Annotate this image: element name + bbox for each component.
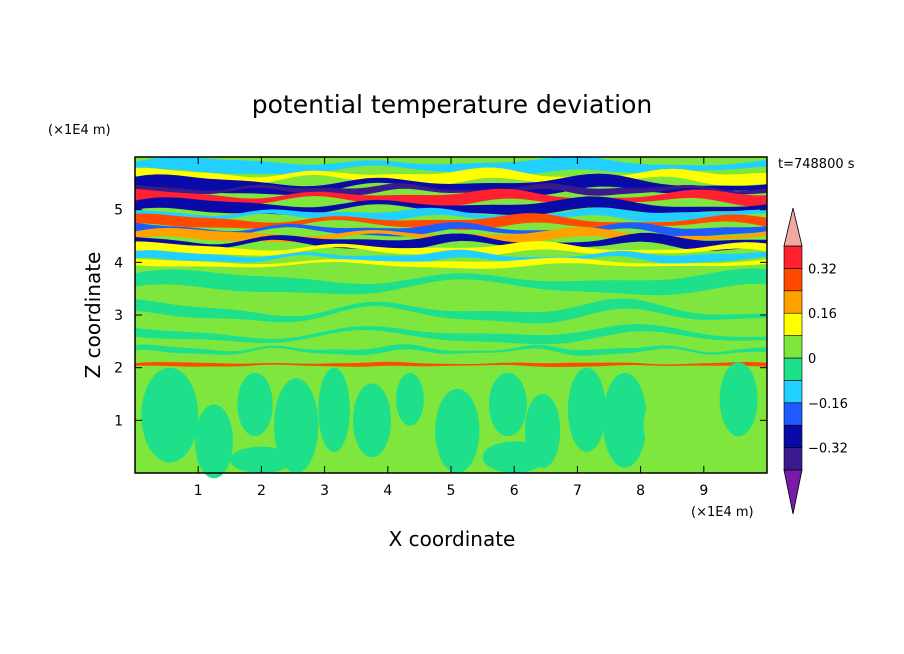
colorbar-tick-label: −0.16 [808, 397, 848, 412]
y-tick-label: 5 [114, 203, 123, 219]
x-tick-label: 2 [257, 483, 266, 499]
colorbar-box [783, 447, 803, 471]
x-axis-label: X coordinate [389, 527, 516, 551]
colorbar-box [783, 335, 803, 359]
contour-bands [135, 156, 767, 367]
contour-blob-16 [482, 441, 546, 474]
contour-band-10 [135, 232, 767, 251]
contour-band-5 [135, 196, 767, 216]
x-tick-label: 6 [510, 483, 519, 499]
x-tick-label: 7 [573, 483, 582, 499]
contour-blob-0 [141, 367, 199, 463]
colorbar-over-triangle [783, 207, 803, 247]
colorbar-under-triangle [783, 469, 803, 515]
colorbar-box [783, 402, 803, 426]
x-tick-label: 9 [699, 483, 708, 499]
contour-blob-6 [396, 373, 424, 426]
colorbar-box [783, 245, 803, 269]
contour-blob-7 [435, 388, 480, 473]
contour-band-4 [135, 188, 767, 207]
x-tick-label: 3 [320, 483, 329, 499]
x-axis: 1 2 3 4 5 6 7 8 9 [194, 157, 708, 499]
y-axis: 1 2 3 4 5 [114, 203, 767, 429]
colorbar-box [783, 357, 803, 381]
colorbar-box [783, 268, 803, 292]
contour-blob-10 [567, 367, 606, 452]
colorbar-box [783, 312, 803, 336]
contour-blob-15 [229, 446, 293, 473]
contour-band-8 [135, 222, 767, 237]
contour-band-15 [135, 298, 767, 324]
x-unit-label: (×1E4 m) [691, 505, 754, 520]
x-tick-label: 4 [383, 483, 392, 499]
contour-blob-1 [195, 404, 233, 479]
y-tick-label: 3 [114, 308, 123, 324]
colorbar-box [783, 424, 803, 448]
y-tick-label: 2 [114, 361, 123, 377]
time-label: t=748800 s [778, 157, 855, 172]
contour-band-18 [135, 361, 767, 367]
y-axis-label: Z coordinate [81, 252, 105, 379]
contour-blob-11 [602, 372, 647, 468]
colorbar-tick-label: 0.32 [808, 262, 837, 277]
contour-band-17 [135, 344, 767, 356]
colorbar-tick-label: −0.32 [808, 442, 848, 457]
colorbar-tick-label: 0 [808, 352, 816, 367]
contour-blobs [141, 362, 758, 479]
contour-band-1 [135, 167, 767, 186]
contour-band-3 [135, 183, 767, 196]
x-tick-label: 1 [194, 483, 203, 499]
contour-band-16 [135, 324, 767, 345]
contour-band-0 [135, 156, 767, 175]
contour-band-6 [135, 207, 767, 223]
contour-band-13 [135, 257, 767, 269]
contour-blob-13 [719, 362, 758, 437]
contour-blob-3 [274, 378, 319, 473]
contour-band-12 [135, 249, 767, 264]
contour-blob-2 [237, 372, 273, 437]
y-tick-label: 4 [114, 255, 123, 271]
contour-blob-4 [318, 367, 350, 452]
contour-blob-5 [353, 383, 391, 458]
x-tick-label: 5 [447, 483, 456, 499]
colorbar: 0.32 0.16 0 −0.16 −0.32 [783, 207, 848, 515]
colorbar-box [783, 290, 803, 314]
y-tick-label: 1 [114, 413, 123, 429]
plot-area [134, 156, 768, 479]
chart-title: potential temperature deviation [252, 90, 652, 119]
colorbar-tick-label: 0.16 [808, 307, 837, 322]
y-unit-label: (×1E4 m) [48, 123, 111, 138]
contour-blob-14 [675, 441, 733, 474]
contour-band-14 [135, 268, 767, 296]
contour-blob-8 [488, 372, 527, 437]
x-tick-label: 8 [636, 483, 645, 499]
colorbar-box [783, 380, 803, 404]
